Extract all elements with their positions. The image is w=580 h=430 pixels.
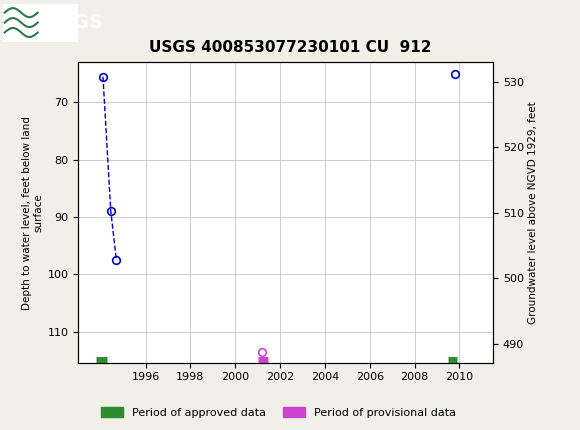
Text: USGS 400853077230101 CU  912: USGS 400853077230101 CU 912 xyxy=(148,40,432,55)
Text: USGS: USGS xyxy=(44,13,103,32)
Y-axis label: Depth to water level, feet below land
surface: Depth to water level, feet below land su… xyxy=(22,116,44,310)
Y-axis label: Groundwater level above NGVD 1929, feet: Groundwater level above NGVD 1929, feet xyxy=(528,101,538,324)
Legend: Period of approved data, Period of provisional data: Period of approved data, Period of provi… xyxy=(96,403,461,422)
